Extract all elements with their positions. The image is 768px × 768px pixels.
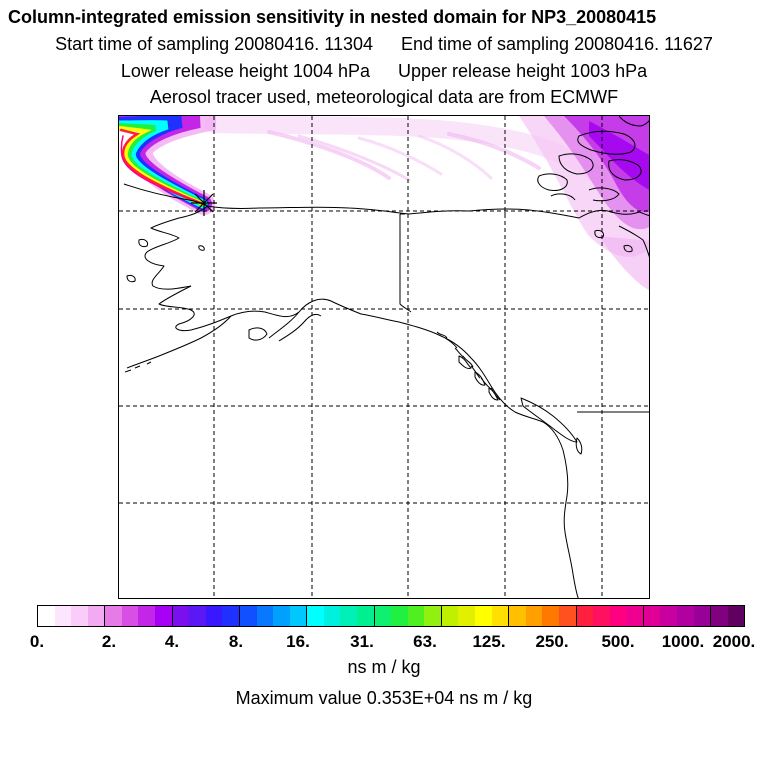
colorbar-tick: 31. <box>350 632 374 651</box>
colorbar-swatch <box>609 606 627 626</box>
colorbar-swatch <box>205 606 223 626</box>
colorbar-swatch <box>155 606 173 626</box>
colorbar-swatch <box>391 606 408 626</box>
colorbar-swatch <box>660 606 677 626</box>
colorbar-swatch <box>711 606 728 626</box>
colorbar-tick: 63. <box>413 632 437 651</box>
upper-height: Upper release height 1003 hPa <box>398 61 648 81</box>
colorbar-tick: 16. <box>286 632 310 651</box>
colorbar-swatch <box>323 606 341 626</box>
colorbar-swatch <box>38 606 55 626</box>
map-canvas <box>119 116 649 598</box>
colorbar-swatch <box>558 606 577 626</box>
colorbar-swatch <box>138 606 156 626</box>
colorbar-swatch <box>727 606 745 626</box>
colorbar-tick: 2000. <box>712 632 756 651</box>
colorbar-swatch <box>576 606 594 626</box>
colorbar-swatch <box>307 606 324 626</box>
colorbar-swatch <box>458 606 476 626</box>
colorbar-swatch <box>525 606 543 626</box>
lower-height: Lower release height 1004 hPa <box>120 61 370 81</box>
sampling-times: Start time of sampling 20080416. 11304 En… <box>0 33 768 55</box>
colorbar-tick: 8. <box>228 632 244 651</box>
colorbar-swatch <box>542 606 559 626</box>
tracer-info: Aerosol tracer used, meteorological data… <box>149 87 619 107</box>
colorbar-swatch <box>643 606 661 626</box>
plot-title: Column-integrated emission sensitivity i… <box>8 7 657 27</box>
nw-plume <box>119 116 217 215</box>
colorbar-swatch <box>172 606 190 626</box>
colorbar-swatch <box>239 606 257 626</box>
colorbar-swatch <box>356 606 375 626</box>
colorbar-swatch <box>374 606 392 626</box>
ne-plume <box>519 116 649 290</box>
colorbar-swatch <box>273 606 290 626</box>
colorbar-tick: 500. <box>601 632 635 651</box>
colorbar-swatch <box>340 606 357 626</box>
colorbar-swatch <box>693 606 712 626</box>
political-borders <box>399 212 649 413</box>
maximum-value: Maximum value 0.353E+04 ns m / kg <box>235 688 533 708</box>
colorbar-swatch <box>87 606 106 626</box>
colorbar-swatch <box>407 606 425 626</box>
colorbar-unit: ns m / kg <box>347 657 421 677</box>
colorbar-tick: 2. <box>101 632 117 651</box>
end-time: End time of sampling 20080416. 11627 <box>400 34 713 54</box>
colorbar-swatch <box>441 606 459 626</box>
colorbar-tick: 250. <box>535 632 569 651</box>
start-time: Start time of sampling 20080416. 11304 <box>55 34 373 54</box>
colorbar-swatch <box>475 606 492 626</box>
colorbar-swatch <box>54 606 72 626</box>
release-heights: Lower release height 1004 hPa Upper relea… <box>0 60 768 82</box>
colorbar-swatch <box>676 606 694 626</box>
colorbar <box>37 605 745 627</box>
colorbar-swatch <box>593 606 610 626</box>
colorbar-swatch <box>256 606 274 626</box>
coastlines <box>123 116 649 598</box>
colorbar-swatch <box>105 606 122 626</box>
colorbar-tick: 1000. <box>661 632 705 651</box>
colorbar-tick: 4. <box>164 632 180 651</box>
colorbar-swatch <box>71 606 88 626</box>
colorbar-swatch <box>121 606 139 626</box>
colorbar-swatch <box>626 606 644 626</box>
colorbar-swatch <box>222 606 240 626</box>
release-point-marker <box>191 190 217 216</box>
colorbar-swatch <box>289 606 308 626</box>
colorbar-tick: 0. <box>29 632 45 651</box>
sensitivity-map <box>118 115 650 599</box>
colorbar-swatch <box>509 606 526 626</box>
colorbar-swatch <box>424 606 442 626</box>
colorbar-swatch <box>491 606 510 626</box>
colorbar-tick: 125. <box>472 632 506 651</box>
colorbar-swatch <box>189 606 206 626</box>
